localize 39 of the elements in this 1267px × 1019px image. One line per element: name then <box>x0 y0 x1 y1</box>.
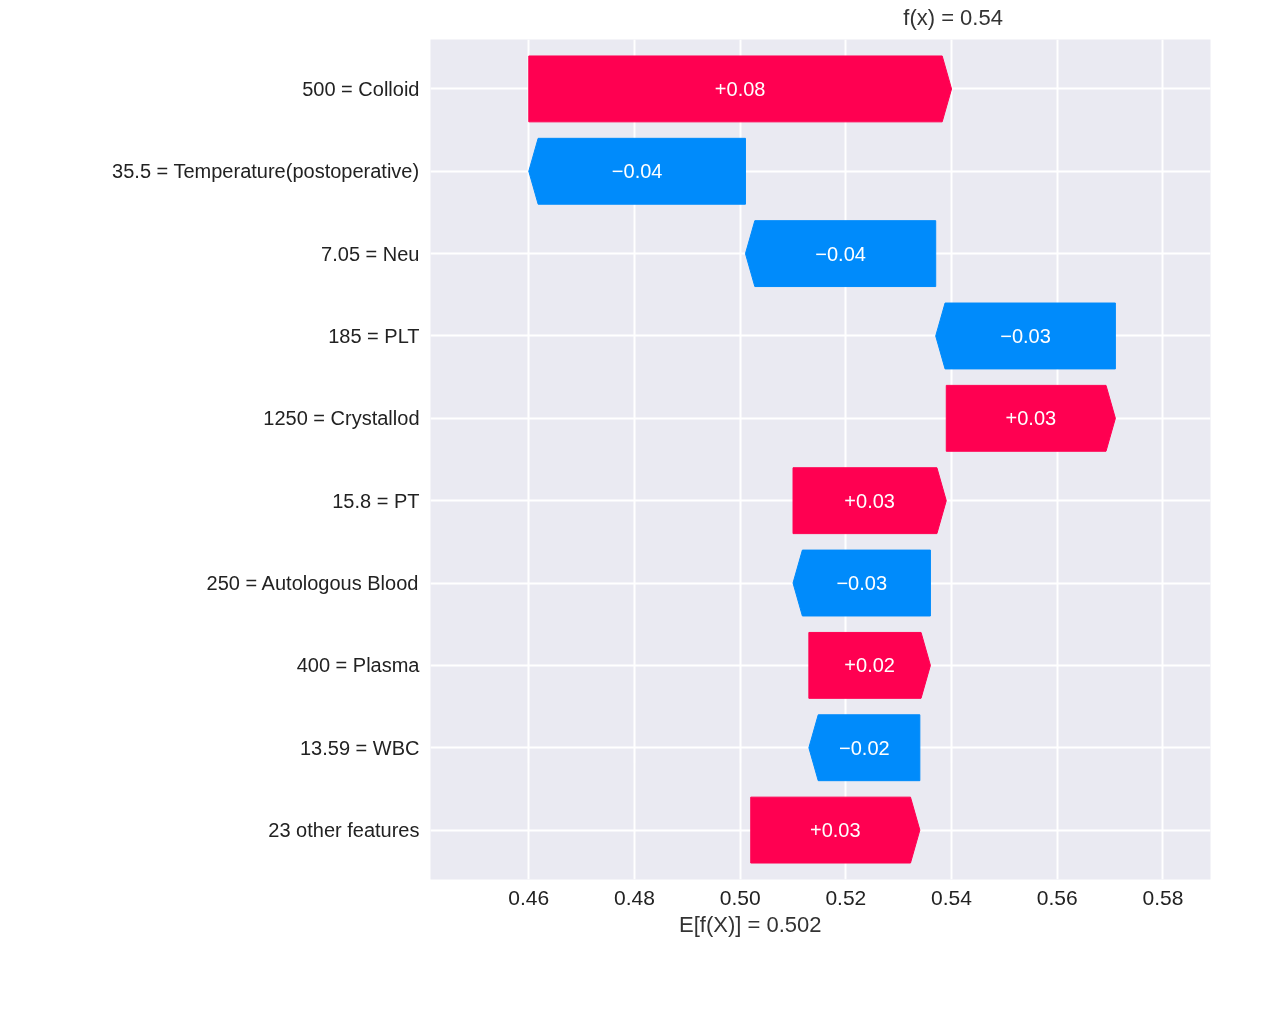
bar <box>792 467 947 535</box>
bar <box>945 384 1116 452</box>
y-tick-label: 500 = Colloid <box>302 77 420 100</box>
data-label: −0.04 <box>815 242 866 265</box>
text: E[f(X)] = 0.502 <box>679 912 822 937</box>
data-label: −0.04 <box>611 160 663 183</box>
x-tick-label: 0.48 <box>614 885 655 909</box>
x-tick-label: 0.56 <box>1036 885 1078 909</box>
y-tick-label: 23 other features <box>268 819 420 842</box>
x-tick-label: 0.58 <box>1142 885 1184 909</box>
y-tick-label: 250 = Autologous Blood <box>206 572 419 595</box>
bar <box>750 796 921 864</box>
y-tick-label: 400 = Plasma <box>296 654 421 677</box>
data-label: +0.02 <box>844 654 895 677</box>
text: f(x) = 0.54 <box>903 5 1003 30</box>
data-label: +0.03 <box>844 489 895 512</box>
bar <box>808 631 931 699</box>
data-label: +0.03 <box>1005 407 1057 430</box>
bar <box>744 220 937 288</box>
bar <box>528 137 746 205</box>
y-tick-label: 185 = PLT <box>328 324 420 347</box>
x-tick-label: 0.46 <box>508 885 550 909</box>
y-tick-label: 1250 = Crystallod <box>263 407 420 430</box>
data-label: −0.03 <box>836 572 888 595</box>
bar <box>528 55 953 123</box>
x-tick-label: 0.50 <box>719 885 761 909</box>
x-tick-label: 0.54 <box>931 885 973 909</box>
data-label: +0.03 <box>809 819 861 842</box>
y-tick-label: 13.59 = WBC <box>300 736 420 759</box>
y-tick-label: 7.05 = Neu <box>321 242 420 265</box>
bar <box>792 549 931 617</box>
bar <box>808 714 921 782</box>
x-tick-label: 0.52 <box>825 885 867 909</box>
data-label: +0.08 <box>714 77 766 100</box>
data-label: −0.03 <box>1000 324 1051 347</box>
data-label: −0.02 <box>839 736 890 759</box>
y-tick-label: 15.8 = PT <box>332 489 420 512</box>
bar <box>935 302 1116 370</box>
y-tick-label: 35.5 = Temperature(postoperative) <box>112 160 420 183</box>
